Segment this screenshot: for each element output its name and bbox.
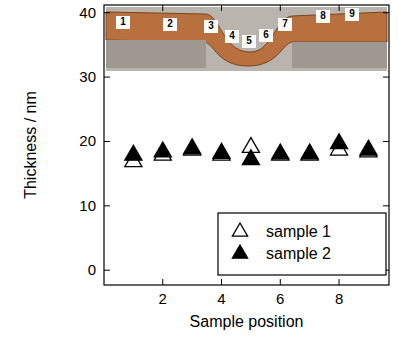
y-tick-label: 10: [79, 197, 96, 214]
photo-bg: [106, 7, 387, 71]
x-tick: [162, 279, 163, 285]
y-tick: [104, 205, 110, 206]
x-tick: [280, 279, 281, 285]
x-tick-label: 2: [159, 290, 167, 307]
x-tick: [221, 279, 222, 285]
photo-label-bg: [316, 10, 330, 23]
legend-label: sample 1: [266, 223, 331, 240]
legend-marker: [232, 245, 247, 258]
y-tick-label: 30: [79, 68, 96, 85]
legend: sample 1 sample 2: [218, 213, 386, 275]
point: [242, 150, 259, 165]
legend-marker: [232, 223, 247, 236]
photo-label-bg: [116, 16, 130, 29]
photo-label-bg: [163, 18, 177, 31]
photo-label-bg: [204, 20, 218, 33]
annotation: 5: [246, 35, 252, 46]
x-tick-label: 4: [217, 290, 225, 307]
y-tick-label: 0: [88, 261, 96, 278]
point: [301, 144, 318, 159]
y-tick-label: 20: [79, 132, 96, 149]
y-axis-title: Thickness / nm: [22, 91, 39, 199]
chart: 1234567890102030402468Sample positionThi…: [0, 0, 403, 346]
point: [213, 143, 230, 158]
x-tick-label: 8: [335, 290, 343, 307]
point: [360, 140, 377, 155]
photo-label-bg: [345, 8, 359, 21]
photo-label-bg: [259, 29, 273, 42]
annotation: 7: [282, 18, 288, 29]
photo-label-bg: [242, 35, 256, 48]
photo-label-bg: [278, 18, 292, 31]
annotation: 3: [208, 20, 214, 31]
y-tick: [383, 205, 389, 206]
point: [331, 134, 348, 149]
y-tick: [104, 77, 110, 78]
annotation: 6: [263, 29, 269, 40]
y-tick-label: 40: [79, 4, 96, 21]
annotation: 1: [120, 16, 126, 27]
y-tick: [104, 270, 110, 271]
y-tick: [104, 12, 110, 13]
annotation: 9: [349, 8, 355, 19]
x-tick: [339, 279, 340, 285]
photo-shadow: [292, 42, 387, 68]
y-tick: [104, 141, 110, 142]
point: [272, 144, 289, 159]
x-tick: [339, 5, 340, 11]
photo-label-bg: [225, 30, 239, 43]
x-tick: [221, 5, 222, 11]
legend-label: sample 2: [266, 245, 331, 262]
y-tick: [383, 12, 389, 13]
point: [154, 142, 171, 157]
photo-shadow: [106, 40, 206, 68]
annotation: 8: [320, 10, 326, 21]
y-tick: [383, 77, 389, 78]
x-tick: [280, 5, 281, 11]
marks: [125, 134, 377, 167]
photo-inset: 1 2 3 456 7 8 9: [106, 7, 387, 71]
point: [184, 139, 201, 154]
y-tick: [383, 141, 389, 142]
annotation: 2: [167, 18, 173, 29]
x-tick: [162, 5, 163, 11]
x-axis-title: Sample position: [190, 313, 304, 330]
plot-frame: [104, 5, 389, 285]
point: [125, 145, 142, 160]
legend-box: [218, 213, 386, 275]
annotation: 4: [229, 30, 235, 41]
x-tick-label: 6: [276, 290, 284, 307]
